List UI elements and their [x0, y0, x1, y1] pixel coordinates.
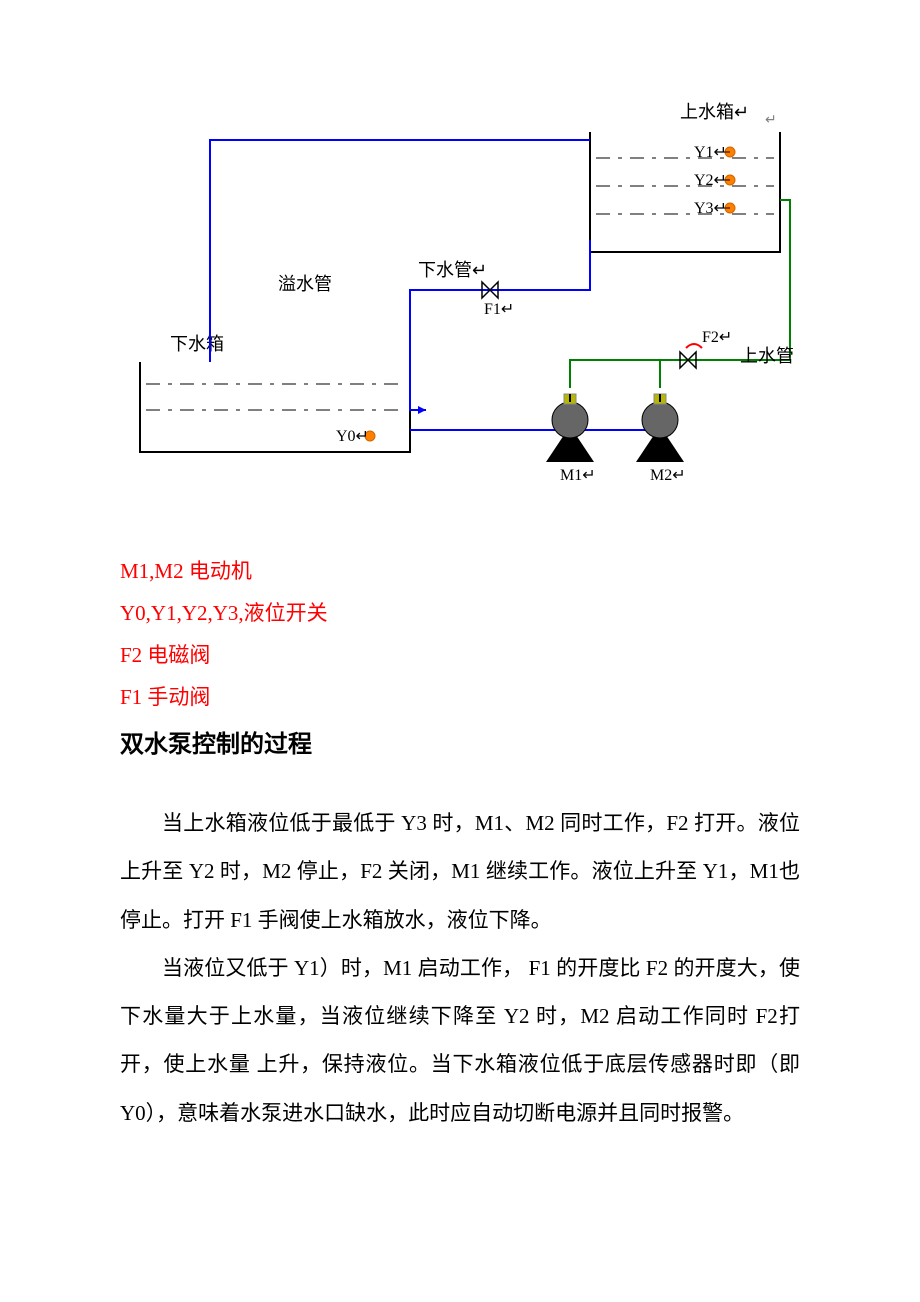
- body-text: 当上水箱液位低于最低于 Y3 时，M1、M2 同时工作，F2 打开。液位上升至 …: [120, 799, 800, 1137]
- svg-text:Y0↵: Y0↵: [336, 428, 369, 445]
- svg-text:Y1↵: Y1↵: [694, 144, 727, 161]
- legend-line-f2: F2 电磁阀: [120, 634, 800, 676]
- svg-text:上水箱↵: 上水箱↵: [680, 102, 749, 122]
- svg-text:M1↵: M1↵: [560, 467, 596, 484]
- paragraph-2: 当液位又低于 Y1）时，M1 启动工作， F1 的开度比 F2 的开度大，使下水…: [120, 944, 800, 1137]
- svg-text:下水箱: 下水箱: [170, 334, 224, 354]
- svg-text:F1↵: F1↵: [484, 301, 514, 318]
- section-title: 双水泵控制的过程: [120, 724, 800, 759]
- legend-line-sensors: Y0,Y1,Y2,Y3,液位开关: [120, 592, 800, 634]
- svg-text:↵: ↵: [765, 113, 777, 128]
- legend-block: M1,M2 电动机 Y0,Y1,Y2,Y3,液位开关 F2 电磁阀 F1 手动阀: [120, 550, 800, 718]
- svg-text:上水管: 上水管: [740, 346, 794, 366]
- svg-text:溢水管: 溢水管: [278, 274, 332, 294]
- svg-text:Y2↵: Y2↵: [694, 172, 727, 189]
- system-diagram: 上水箱↵ 下水箱 ↵ Y1↵ Y2↵ Y3↵ Y0↵ F1↵ F2↵ 溢水管 下水管↵ 上水管 M1↵ M…: [120, 100, 800, 510]
- paragraph-1: 当上水箱液位低于最低于 Y3 时，M1、M2 同时工作，F2 打开。液位上升至 …: [120, 799, 800, 944]
- svg-text:M2↵: M2↵: [650, 467, 686, 484]
- svg-text:Y3↵: Y3↵: [694, 200, 727, 217]
- legend-line-motors: M1,M2 电动机: [120, 550, 800, 592]
- document-page: 上水箱↵ 下水箱 ↵ Y1↵ Y2↵ Y3↵ Y0↵ F1↵ F2↵ 溢水管 下水管↵ 上水管 M1↵ M…: [0, 0, 920, 1302]
- svg-text:F2↵: F2↵: [702, 329, 732, 346]
- legend-line-f1: F1 手动阀: [120, 676, 800, 718]
- svg-text:下水管↵: 下水管↵: [418, 260, 487, 280]
